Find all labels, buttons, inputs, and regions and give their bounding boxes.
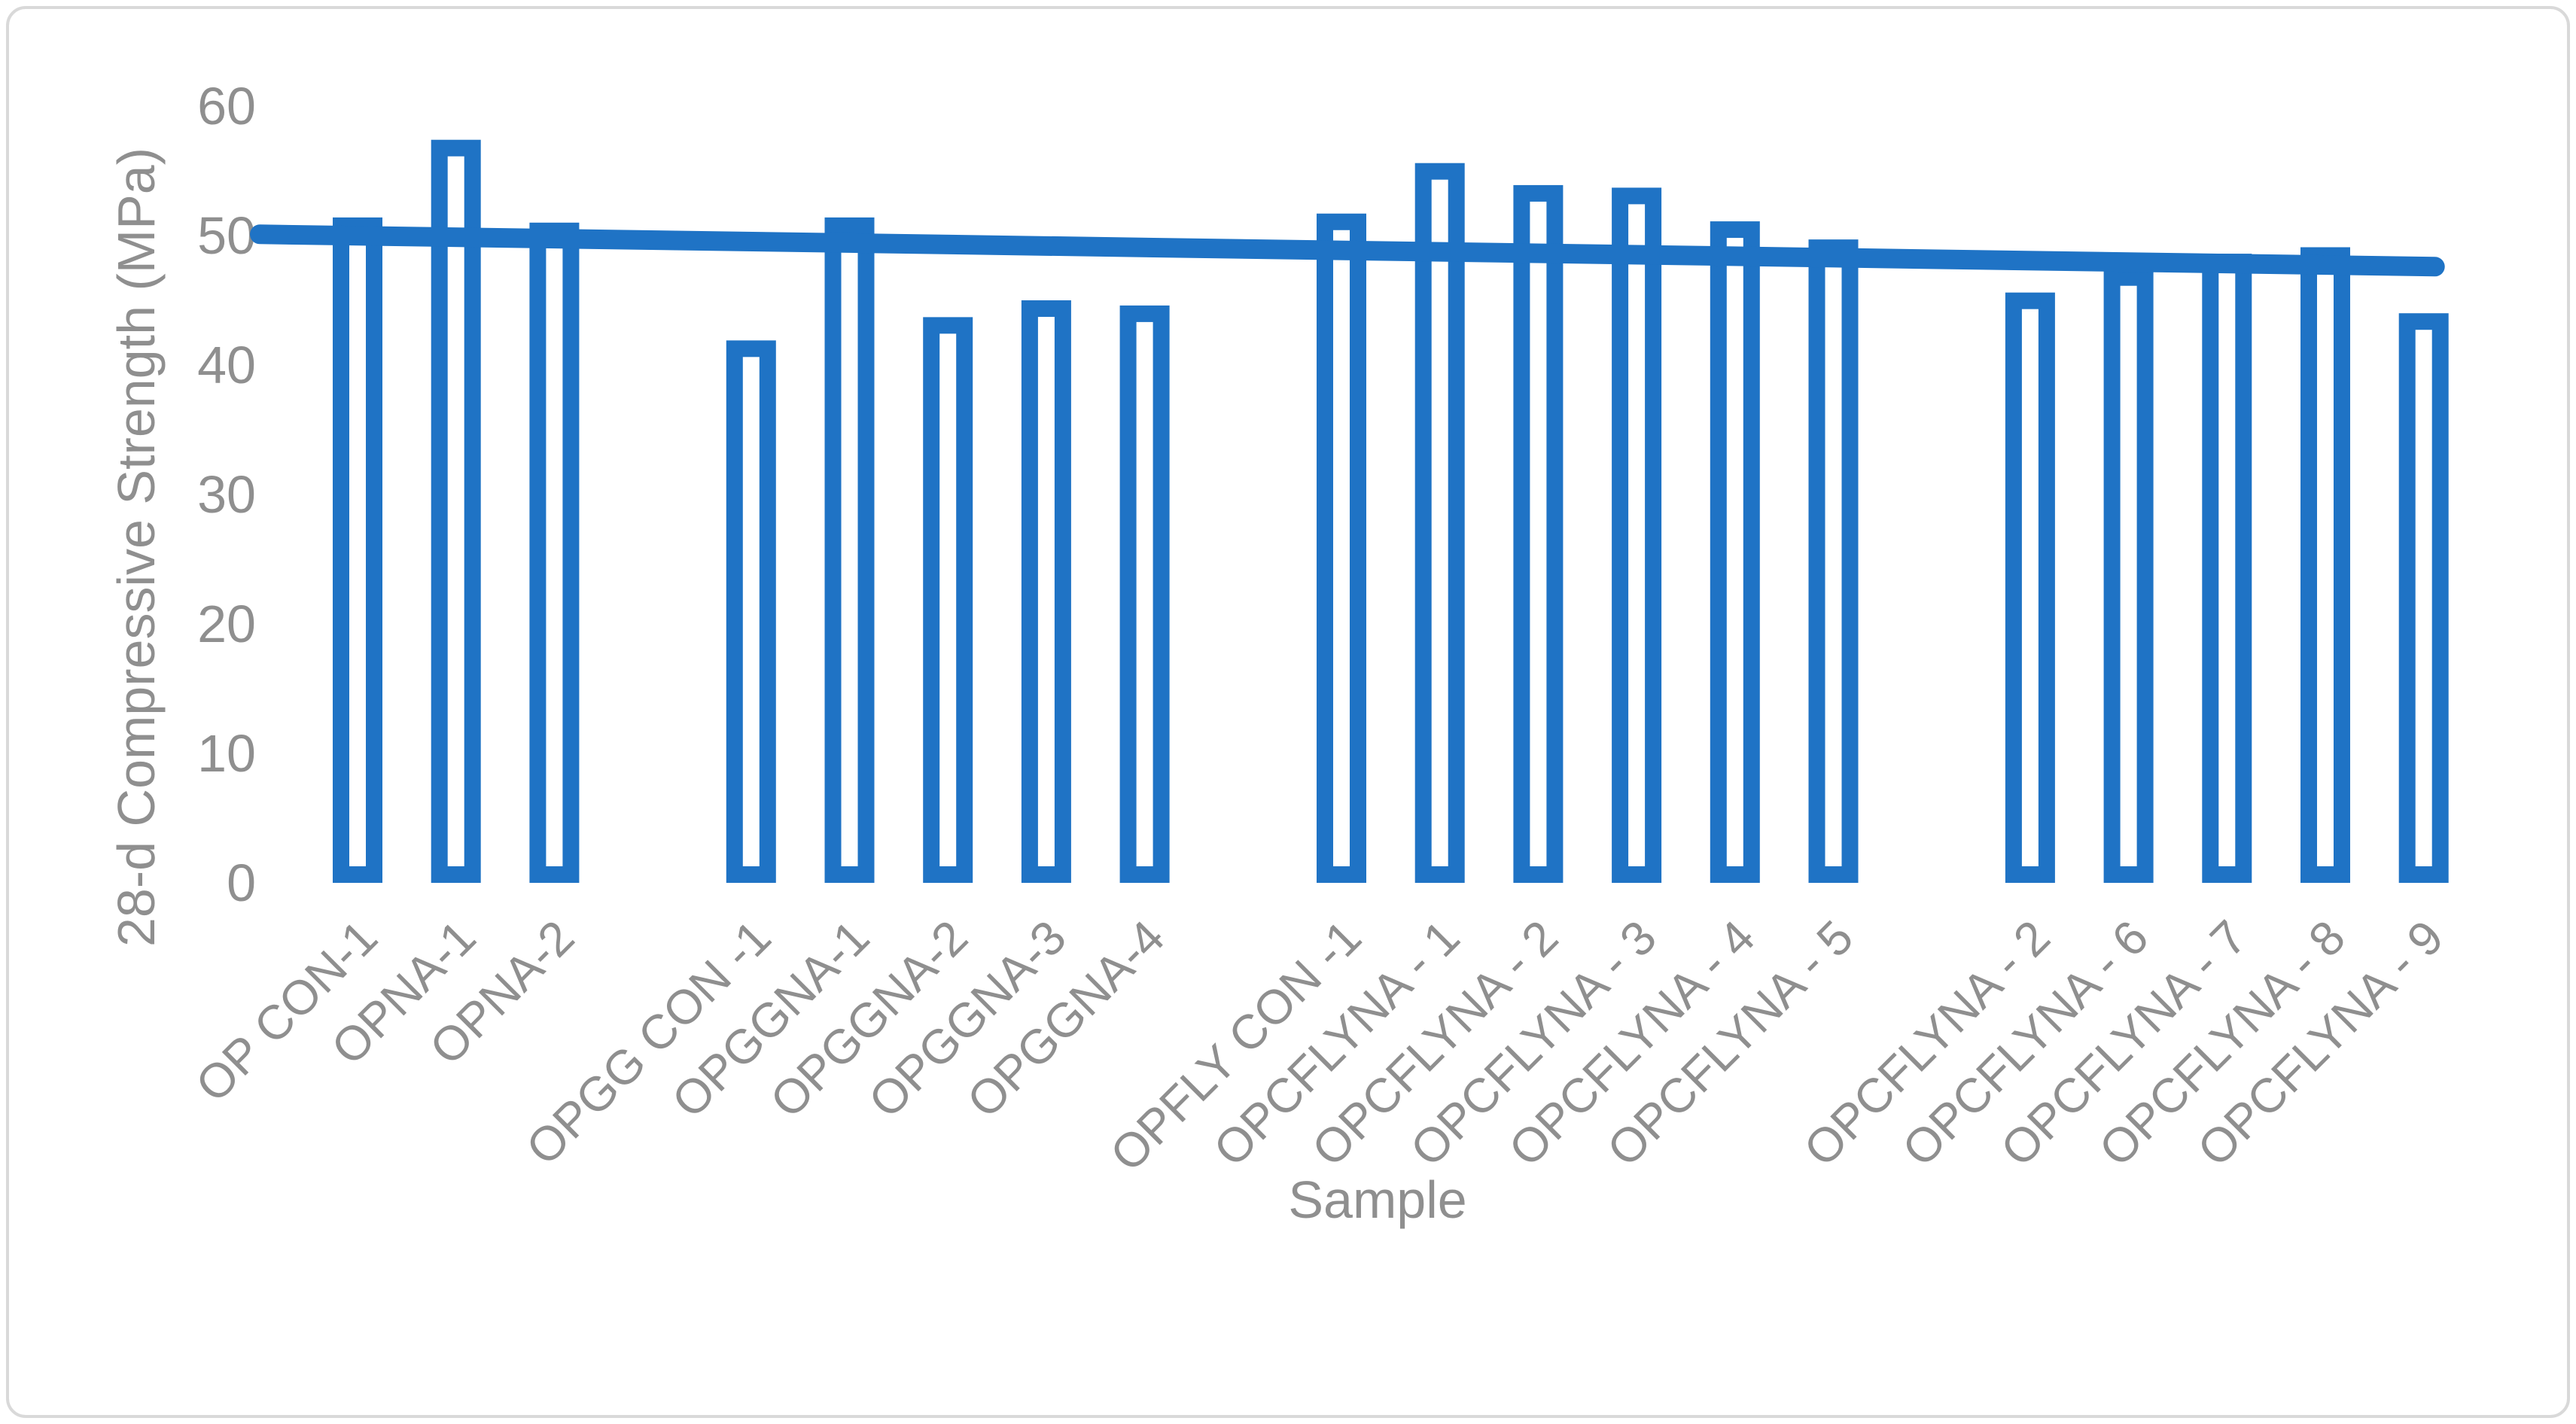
bar-OPCFLYNA - 4 bbox=[1710, 221, 1760, 883]
bar-OP CON-1 bbox=[333, 217, 382, 884]
bar-OPGGNA-4 bbox=[1119, 305, 1170, 883]
x-axis-title: Sample bbox=[1288, 1170, 1466, 1229]
bar-OPCFLYNA - 7 bbox=[2202, 254, 2252, 883]
bars-group bbox=[333, 139, 2449, 884]
y-axis-tick-labels: 0 10 20 30 40 50 60 bbox=[197, 77, 256, 912]
bar-OPGGNA-1 bbox=[824, 217, 875, 884]
bar-OPCFLYNA - 1 bbox=[1414, 163, 1465, 883]
y-tick-label: 0 bbox=[227, 853, 256, 912]
bar-OPCFLYNA - 6 bbox=[2103, 269, 2154, 884]
y-tick-label: 30 bbox=[197, 465, 256, 524]
y-tick-label: 50 bbox=[197, 206, 256, 265]
bar-OPCFLYNA - 2 bbox=[2005, 292, 2055, 883]
trendline bbox=[250, 224, 2445, 277]
bar-OPNA-2 bbox=[529, 222, 580, 883]
bar-OPGGNA-2 bbox=[923, 317, 973, 883]
trendline-group bbox=[250, 224, 2445, 277]
bar-OPFLY CON -1 bbox=[1317, 213, 1366, 883]
y-tick-label: 40 bbox=[197, 336, 256, 394]
bar-OPCFLYNA - 2 bbox=[1513, 184, 1564, 884]
y-tick-label: 60 bbox=[197, 77, 256, 135]
bar-OPNA-1 bbox=[431, 139, 481, 884]
y-tick-label: 10 bbox=[197, 724, 256, 783]
bar-OPGG CON -1 bbox=[726, 340, 776, 883]
bar-OPCFLYNA - 5 bbox=[1808, 239, 1859, 884]
bar-OPCFLYNA - 9 bbox=[2398, 313, 2449, 883]
bar-OPCFLYNA - 3 bbox=[1612, 187, 1662, 883]
bar-OPCFLYNA - 8 bbox=[2300, 247, 2350, 884]
bar-OPGGNA-3 bbox=[1021, 300, 1071, 883]
y-axis-title: 28-d Compressive Strength (MPa) bbox=[107, 148, 166, 947]
y-tick-label: 20 bbox=[197, 595, 256, 653]
